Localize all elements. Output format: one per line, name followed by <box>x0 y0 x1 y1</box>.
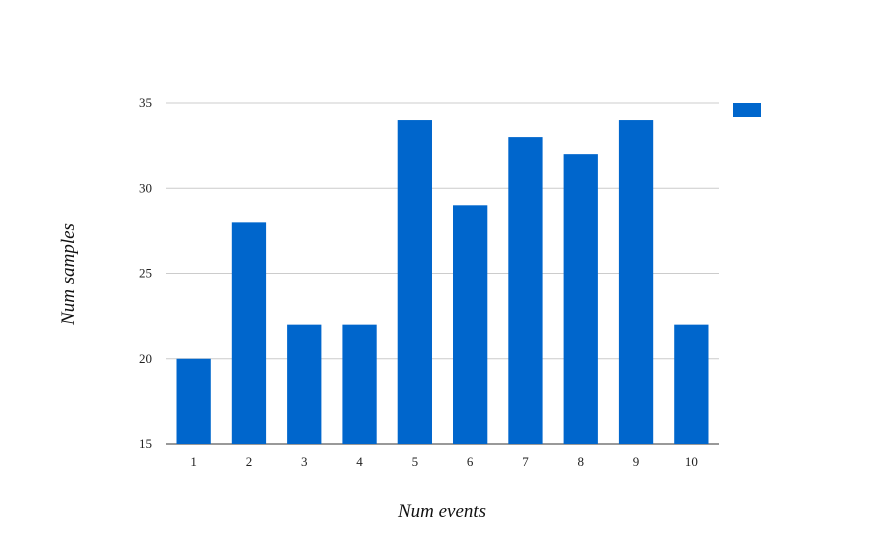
y-axis-title: Num samples <box>58 223 79 326</box>
legend-swatch <box>733 103 761 117</box>
x-tick-2: 2 <box>246 454 253 469</box>
y-tick-25: 25 <box>139 266 152 281</box>
bar-3 <box>287 324 322 444</box>
x-tick-labels: 1 2 3 4 5 6 7 8 9 10 <box>190 454 697 469</box>
bar-7 <box>508 137 543 444</box>
bar-2 <box>231 222 267 444</box>
x-tick-1: 1 <box>190 454 197 469</box>
y-tick-30: 30 <box>139 180 152 195</box>
bar-6 <box>453 205 488 444</box>
x-tick-7: 7 <box>522 454 529 469</box>
bar-9 <box>618 120 654 445</box>
bar-1 <box>176 358 211 444</box>
x-tick-6: 6 <box>467 454 474 469</box>
x-tick-3: 3 <box>301 454 308 469</box>
x-tick-8: 8 <box>578 454 585 469</box>
y-tick-35: 35 <box>139 95 152 110</box>
x-tick-4: 4 <box>356 454 363 469</box>
bars <box>176 120 709 445</box>
bar-8 <box>563 154 598 444</box>
y-tick-labels: 15 20 25 30 35 <box>139 95 152 451</box>
bar-4 <box>342 324 377 444</box>
x-tick-5: 5 <box>412 454 419 469</box>
x-tick-10: 10 <box>685 454 698 469</box>
bar-10 <box>674 324 709 444</box>
y-tick-15: 15 <box>139 436 152 451</box>
y-tick-20: 20 <box>139 351 152 366</box>
x-axis-title: Num events <box>397 501 486 522</box>
x-tick-9: 9 <box>633 454 640 469</box>
bar-5 <box>397 120 432 445</box>
